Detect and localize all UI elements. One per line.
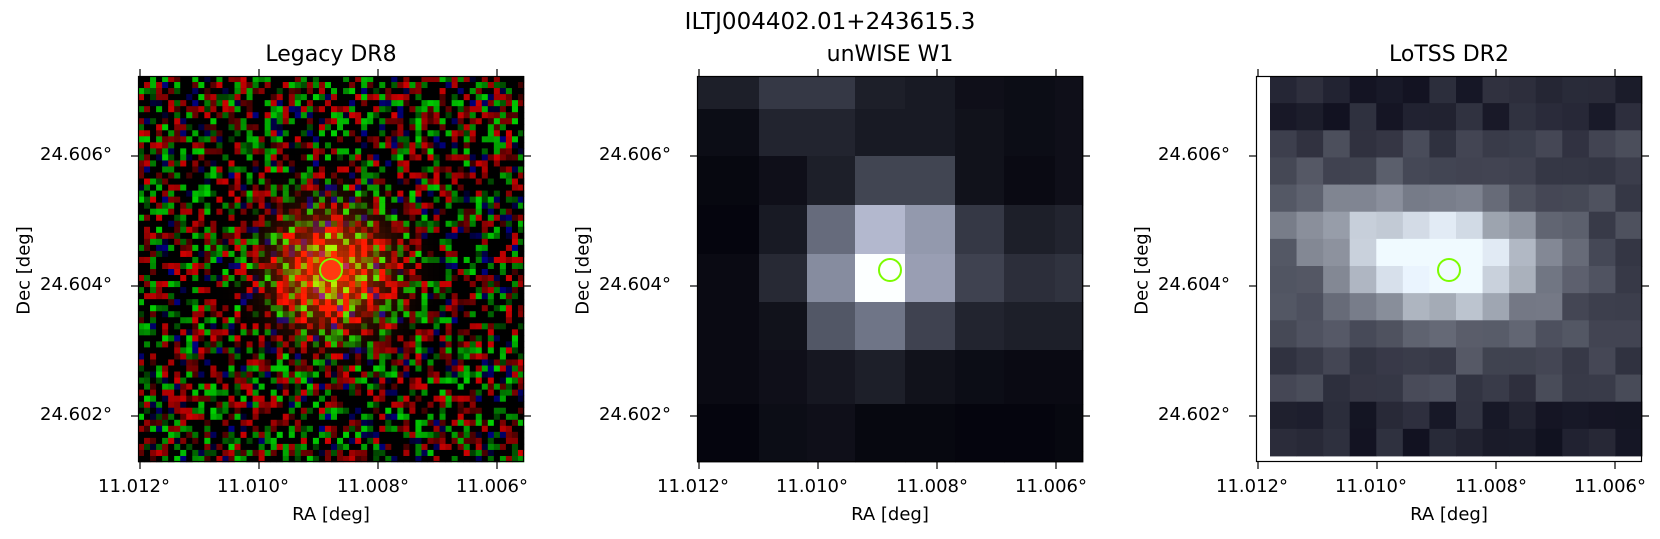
x-axis-label: RA [deg]: [851, 504, 929, 525]
x-tick-label: 11.006°: [1574, 476, 1646, 497]
y-tick-label: 24.604°: [599, 274, 671, 295]
x-tick-label: 11.008°: [1455, 476, 1527, 497]
panel-title: Legacy DR8: [265, 42, 397, 67]
y-axis-label: Dec [deg]: [13, 226, 35, 315]
x-tick-label: 11.012°: [657, 476, 729, 497]
x-tick-label: 11.006°: [1015, 476, 1087, 497]
y-axis-label: Dec [deg]: [572, 226, 594, 315]
x-axis-label: RA [deg]: [1410, 504, 1488, 525]
unwise-image: [690, 69, 1090, 469]
x-tick-label: 11.010°: [1335, 476, 1407, 497]
y-tick-label: 24.606°: [1158, 144, 1230, 165]
x-tick-label: 11.010°: [217, 476, 289, 497]
figure-title: ILTJ004402.01+243615.3: [684, 9, 976, 35]
x-tick-label: 11.006°: [456, 476, 528, 497]
y-tick-label: 24.602°: [599, 404, 671, 425]
y-tick-label: 24.606°: [599, 144, 671, 165]
y-tick-label: 24.602°: [1158, 404, 1230, 425]
y-axis-label: Dec [deg]: [1131, 226, 1153, 315]
lotss-image: [1249, 69, 1649, 469]
x-tick-label: 11.012°: [1216, 476, 1288, 497]
x-tick-label: 11.008°: [896, 476, 968, 497]
x-tick-label: 11.010°: [776, 476, 848, 497]
x-tick-label: 11.012°: [98, 476, 170, 497]
legacy-image: [131, 69, 531, 469]
y-tick-label: 24.606°: [40, 144, 112, 165]
x-tick-label: 11.008°: [337, 476, 409, 497]
x-axis-label: RA [deg]: [292, 504, 370, 525]
panel-title: LoTSS DR2: [1389, 42, 1509, 67]
y-tick-label: 24.604°: [40, 274, 112, 295]
y-tick-label: 24.604°: [1158, 274, 1230, 295]
y-tick-label: 24.602°: [40, 404, 112, 425]
panel-title: unWISE W1: [826, 42, 954, 67]
